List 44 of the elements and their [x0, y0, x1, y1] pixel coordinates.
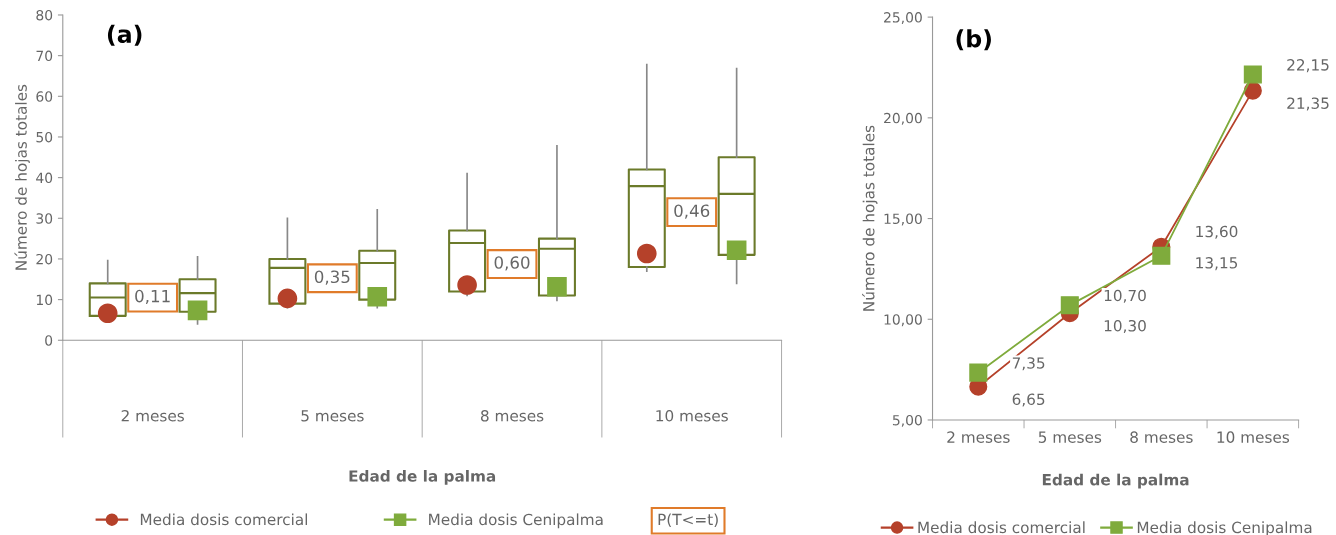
annotation: 0,60: [494, 256, 530, 271]
x-tick-label: 10 meses: [656, 409, 728, 422]
annotation: 0,46: [674, 204, 710, 219]
y-tick-label: 60: [36, 91, 53, 102]
data-label: 6,65: [1012, 393, 1045, 407]
x-tick-label: 5 meses: [301, 410, 364, 422]
legend-label: Media dosis Cenipalma: [429, 513, 603, 529]
y-tick-label: 20,00: [884, 112, 922, 125]
y-tick-label: 30: [36, 213, 53, 224]
annotation: 0,35: [314, 270, 350, 285]
y-axis-title: Número de hojas totales: [862, 125, 878, 311]
y-tick-label: 20: [36, 253, 53, 265]
y-tick-label: 80: [36, 9, 53, 21]
text: P(T<=t): [658, 513, 718, 528]
x-axis-title: Edad de la palma: [1042, 473, 1189, 489]
y-tick-label: 10,00: [884, 314, 922, 327]
data-label: 22,15: [1287, 59, 1329, 73]
x-tick-label: 5 meses: [1038, 431, 1102, 443]
x-tick-label: 2 meses: [121, 409, 184, 422]
y-tick-label: 25,00: [884, 12, 922, 25]
x-tick-label: 8 meses: [480, 409, 544, 422]
y-tick-label: 15,00: [884, 213, 922, 226]
legend-label: Media dosis comercial: [918, 521, 1085, 534]
x-tick-label: 8 meses: [1130, 431, 1193, 443]
x-tick-label: 2 meses: [947, 431, 1010, 443]
data-label: 10,30: [1104, 319, 1146, 334]
y-tick-label: 50: [36, 131, 53, 143]
data-label: 10,70: [1104, 289, 1146, 303]
chart-title: (a): [107, 24, 142, 46]
data-label: 13,15: [1196, 257, 1238, 271]
annotation: 0,11: [135, 289, 170, 305]
y-tick-label: 40: [36, 172, 53, 184]
data-label: 13,60: [1196, 225, 1238, 239]
y-tick-label: 0: [45, 335, 53, 346]
x-axis-title: Edad de la palma: [349, 469, 496, 485]
y-tick-label: 10: [36, 294, 53, 306]
y-axis-title: Número de hojas totales: [14, 84, 30, 270]
y-tick-label: 5,00: [892, 414, 922, 427]
y-tick-label: 70: [36, 50, 53, 62]
x-tick-label: 10 meses: [1217, 431, 1290, 443]
data-label: 21,35: [1287, 97, 1329, 111]
legend-label: Media dosis comercial: [140, 513, 308, 526]
data-label: 7,35: [1012, 357, 1045, 371]
chart-title: (b): [956, 29, 991, 51]
